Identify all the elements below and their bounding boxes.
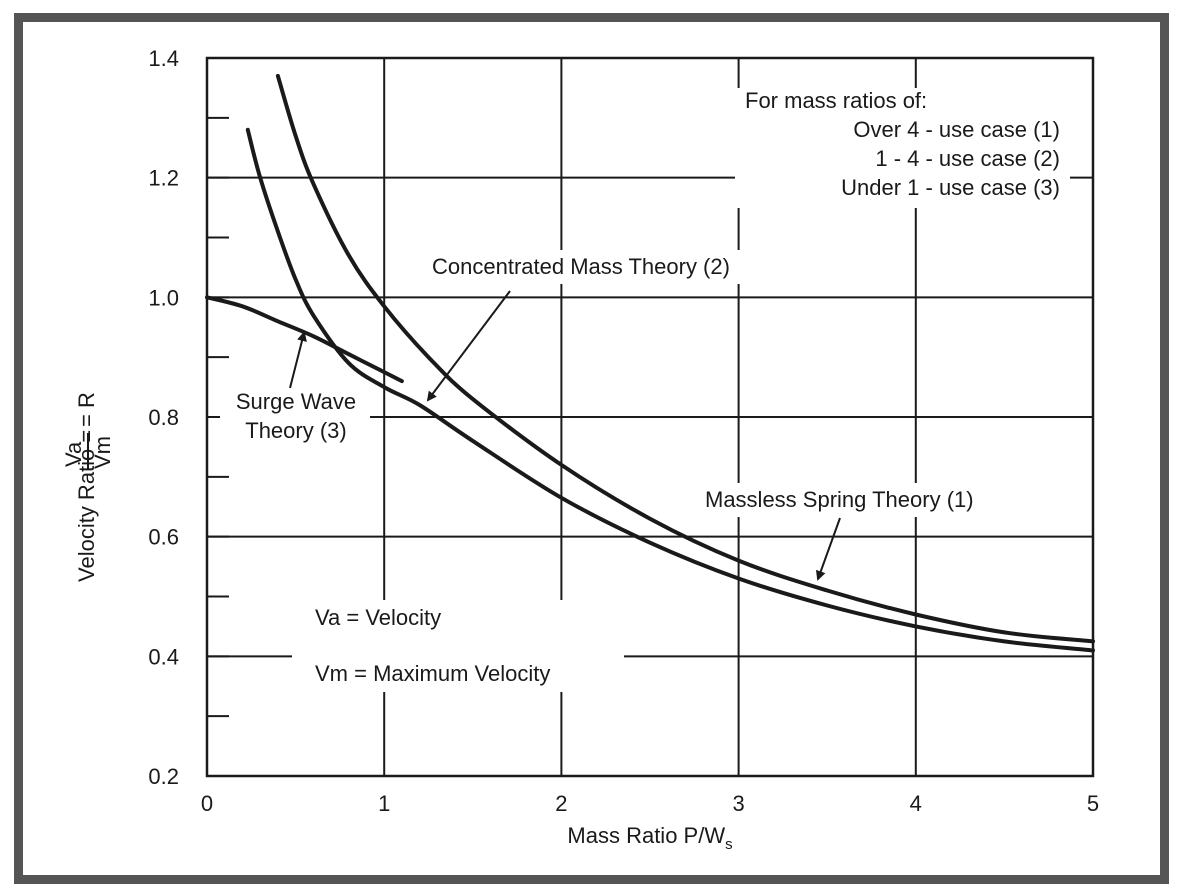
x-tick-label: 4: [910, 791, 922, 816]
concentrated-mass-arrow: [426, 290, 511, 402]
y-tick-label: 1.0: [148, 285, 179, 310]
concentrated-label-background: [420, 250, 782, 284]
massless-label-background: [695, 483, 1021, 517]
x-tick-label: 5: [1087, 791, 1099, 816]
surge-wave-arrow: [289, 331, 307, 389]
y-tick-label: 1.2: [148, 166, 179, 191]
y-tick-label: 1.4: [148, 46, 179, 71]
case-note-header: For mass ratios of:: [745, 88, 927, 113]
definitions-background: [292, 600, 624, 692]
va-definition: Va = Velocity: [315, 605, 441, 630]
y-tick-labels: 0.2 0.4 0.6 0.8 1.0 1.2 1.4: [148, 46, 179, 789]
x-tick-label: 3: [732, 791, 744, 816]
massless-spring-label: Massless Spring Theory (1): [705, 487, 974, 512]
y-axis-title-denominator: Vm: [90, 436, 115, 469]
y-tick-label: 0.2: [148, 764, 179, 789]
y-tick-label: 0.4: [148, 644, 179, 669]
y-tick-label: 0.8: [148, 405, 179, 430]
case-note-1: Over 4 - use case (1): [853, 117, 1060, 142]
plot-border: [205, 56, 1095, 778]
surge-wave-label-line1: Surge Wave: [236, 389, 356, 414]
x-tick-label: 2: [555, 791, 567, 816]
y-axis-title-numerator: Va: [61, 441, 86, 467]
y-axis-title: Velocity Ratio = Va Vm = R: [61, 392, 115, 582]
case-note-3: Under 1 - use case (3): [841, 175, 1060, 200]
y-tick-label: 0.6: [148, 525, 179, 550]
series-line-concentrated: [245, 127, 1095, 653]
concentrated-mass-label: Concentrated Mass Theory (2): [432, 254, 730, 279]
series-line-surge: [205, 295, 404, 384]
x-axis-title: Mass Ratio P/Ws: [567, 823, 732, 853]
vm-definition: Vm = Maximum Velocity: [315, 661, 550, 686]
x-tick-label: 0: [201, 791, 213, 816]
y-axis-title-prefix: Velocity Ratio =: [74, 430, 99, 582]
massless-spring-arrow: [816, 517, 841, 581]
y-axis-title-suffix: = R: [74, 392, 99, 427]
surge-label-background: [220, 385, 370, 447]
surge-wave-label-line2: Theory (3): [245, 418, 346, 443]
legend-background: [735, 88, 1070, 208]
series-line-massless: [275, 73, 1095, 644]
x-tick-label: 1: [378, 791, 390, 816]
x-tick-labels: 0 1 2 3 4 5: [201, 791, 1099, 816]
series-lines: [205, 73, 1095, 653]
case-note-2: 1 - 4 - use case (2): [875, 146, 1060, 171]
